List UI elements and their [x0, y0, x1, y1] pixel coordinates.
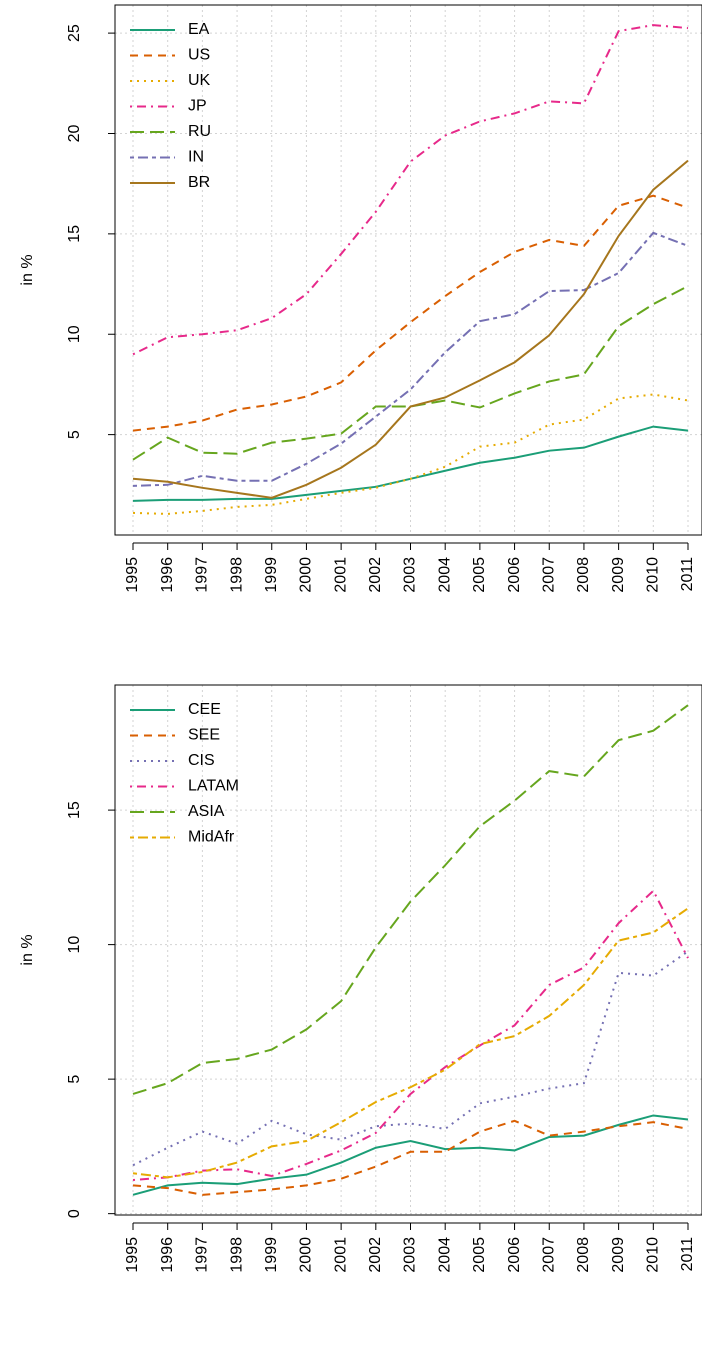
x-tick-label: 2004 — [436, 1237, 453, 1273]
legend-label: JP — [188, 98, 207, 115]
x-tick-label: 1999 — [263, 1237, 280, 1273]
series-line — [132, 1119, 689, 1196]
y-tick-label: 25 — [66, 24, 83, 42]
x-tick-label: 2007 — [540, 1237, 557, 1273]
x-tick-label: 2005 — [471, 557, 488, 593]
series-line — [132, 889, 689, 1182]
plot-frame — [114, 684, 702, 1216]
series-line — [132, 24, 689, 356]
legend-label: SEE — [188, 727, 220, 744]
x-tick-label: 1999 — [263, 557, 280, 593]
x-tick-label: 2008 — [575, 1237, 592, 1273]
legend-label: RU — [188, 123, 211, 140]
y-tick-label: 0 — [66, 1209, 83, 1218]
x-tick-label: 2006 — [506, 557, 523, 593]
series-line — [132, 704, 689, 1095]
x-tick-label: 2011 — [679, 557, 696, 592]
series-line — [132, 285, 689, 461]
x-tick-label: 1997 — [194, 1237, 211, 1273]
x-tick-label: 2008 — [575, 557, 592, 593]
y-tick-label: 20 — [66, 124, 83, 142]
y-tick-label: 15 — [66, 225, 83, 243]
x-tick-label: 2009 — [610, 1237, 627, 1273]
plot-frame — [114, 4, 702, 536]
chart: 0 5 10 15 1995 1996 1997 1998 1999 2000 2001 2002 20… — [19, 684, 702, 1273]
x-tick-label: 2002 — [367, 1237, 384, 1273]
x-tick-label: 2004 — [436, 557, 453, 593]
x-tick-label: 2007 — [540, 557, 557, 593]
y-tick-label: 5 — [66, 430, 83, 439]
x-tick-label: 1997 — [194, 557, 211, 593]
legend-label: BR — [188, 174, 210, 191]
x-tick-label: 2005 — [471, 1237, 488, 1273]
y-tick-label: 15 — [66, 801, 83, 819]
series-line — [132, 1114, 689, 1196]
x-tick-label: 2006 — [506, 1237, 523, 1273]
y-tick-label: 10 — [66, 325, 83, 343]
legend-label: US — [188, 47, 210, 64]
legend-label: CEE — [188, 701, 221, 718]
x-tick-label: 2010 — [645, 1237, 662, 1273]
x-tick-label: 1998 — [228, 1237, 245, 1273]
series-line — [132, 159, 689, 499]
legend-label: UK — [188, 72, 211, 89]
series-line — [132, 194, 689, 432]
x-tick-label: 1995 — [124, 557, 141, 593]
y-tick-label: 5 — [66, 1075, 83, 1084]
series-line — [132, 393, 689, 515]
legend-label: LATAM — [188, 778, 239, 795]
x-tick-label: 2000 — [298, 1237, 315, 1273]
legend-label: MidAfr — [188, 829, 235, 846]
y-axis-label: in % — [19, 254, 36, 285]
x-tick-label: 2001 — [332, 557, 349, 593]
y-axis-label: in % — [19, 934, 36, 965]
x-tick-label: 2001 — [332, 1237, 349, 1273]
legend-label: EA — [188, 21, 210, 38]
legend-label: IN — [188, 149, 204, 166]
x-tick-label: 1996 — [159, 1237, 176, 1273]
series-line — [132, 231, 689, 487]
x-tick-label: 1995 — [124, 1237, 141, 1273]
legend-label: ASIA — [188, 803, 225, 820]
chart: 5 10 15 20 25 1995 1996 1997 1998 1999 2000 2001 200… — [19, 4, 702, 593]
x-tick-label: 2009 — [610, 557, 627, 593]
series-line — [132, 950, 689, 1167]
y-tick-label: 10 — [66, 936, 83, 954]
x-tick-label: 1998 — [228, 557, 245, 593]
x-tick-label: 2003 — [402, 557, 419, 593]
x-tick-label: 2000 — [298, 557, 315, 593]
legend-label: CIS — [188, 752, 215, 769]
x-tick-label: 2011 — [679, 1237, 696, 1272]
x-tick-label: 2002 — [367, 557, 384, 593]
series-line — [132, 907, 689, 1179]
x-tick-label: 2003 — [402, 1237, 419, 1273]
x-tick-label: 1996 — [159, 557, 176, 593]
x-tick-label: 2010 — [645, 557, 662, 593]
